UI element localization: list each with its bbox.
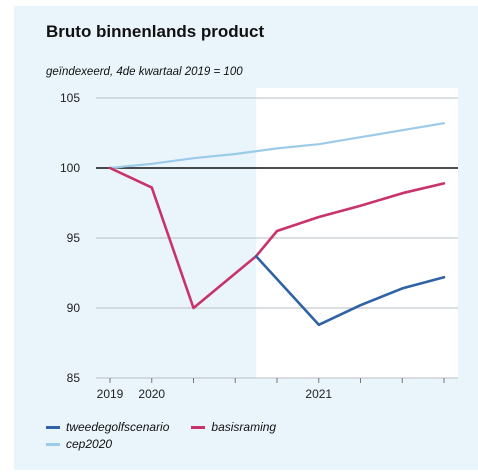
y-tick-label: 105 — [60, 91, 80, 105]
x-tick-label-2021: 2021 — [305, 387, 332, 401]
legend-swatch-cep2020 — [46, 442, 60, 446]
legend-row-2: cep2020 — [46, 437, 112, 451]
forecast-shade — [256, 88, 458, 378]
legend-label-tweedegolfscenario: tweedegolfscenario — [66, 420, 170, 434]
y-tick-label: 90 — [67, 301, 81, 315]
chart-subtitle: geïndexeerd, 4de kwartaal 2019 = 100 — [46, 66, 243, 78]
legend-swatch-tweedegolfscenario — [46, 425, 60, 429]
legend-label-cep2020: cep2020 — [66, 437, 113, 451]
y-tick-label: 85 — [67, 371, 81, 385]
legend-swatch-basisraming — [191, 425, 206, 429]
chart-title: Bruto binnenlands product — [46, 22, 265, 41]
series-line-basisraming — [108, 166, 446, 310]
y-tick-label: 100 — [60, 161, 80, 175]
series-line-tweedegolfscenario — [254, 254, 446, 327]
x-tick-label-2020: 2020 — [138, 387, 165, 401]
legend-label-basisraming: basisraming — [211, 420, 277, 434]
x-tick-label-2019: 2019 — [97, 387, 124, 401]
series-line-cep2020 — [108, 122, 446, 170]
y-tick-label: 95 — [67, 231, 81, 245]
legend-row-1: tweedegolfscenario basisraming — [46, 420, 276, 434]
